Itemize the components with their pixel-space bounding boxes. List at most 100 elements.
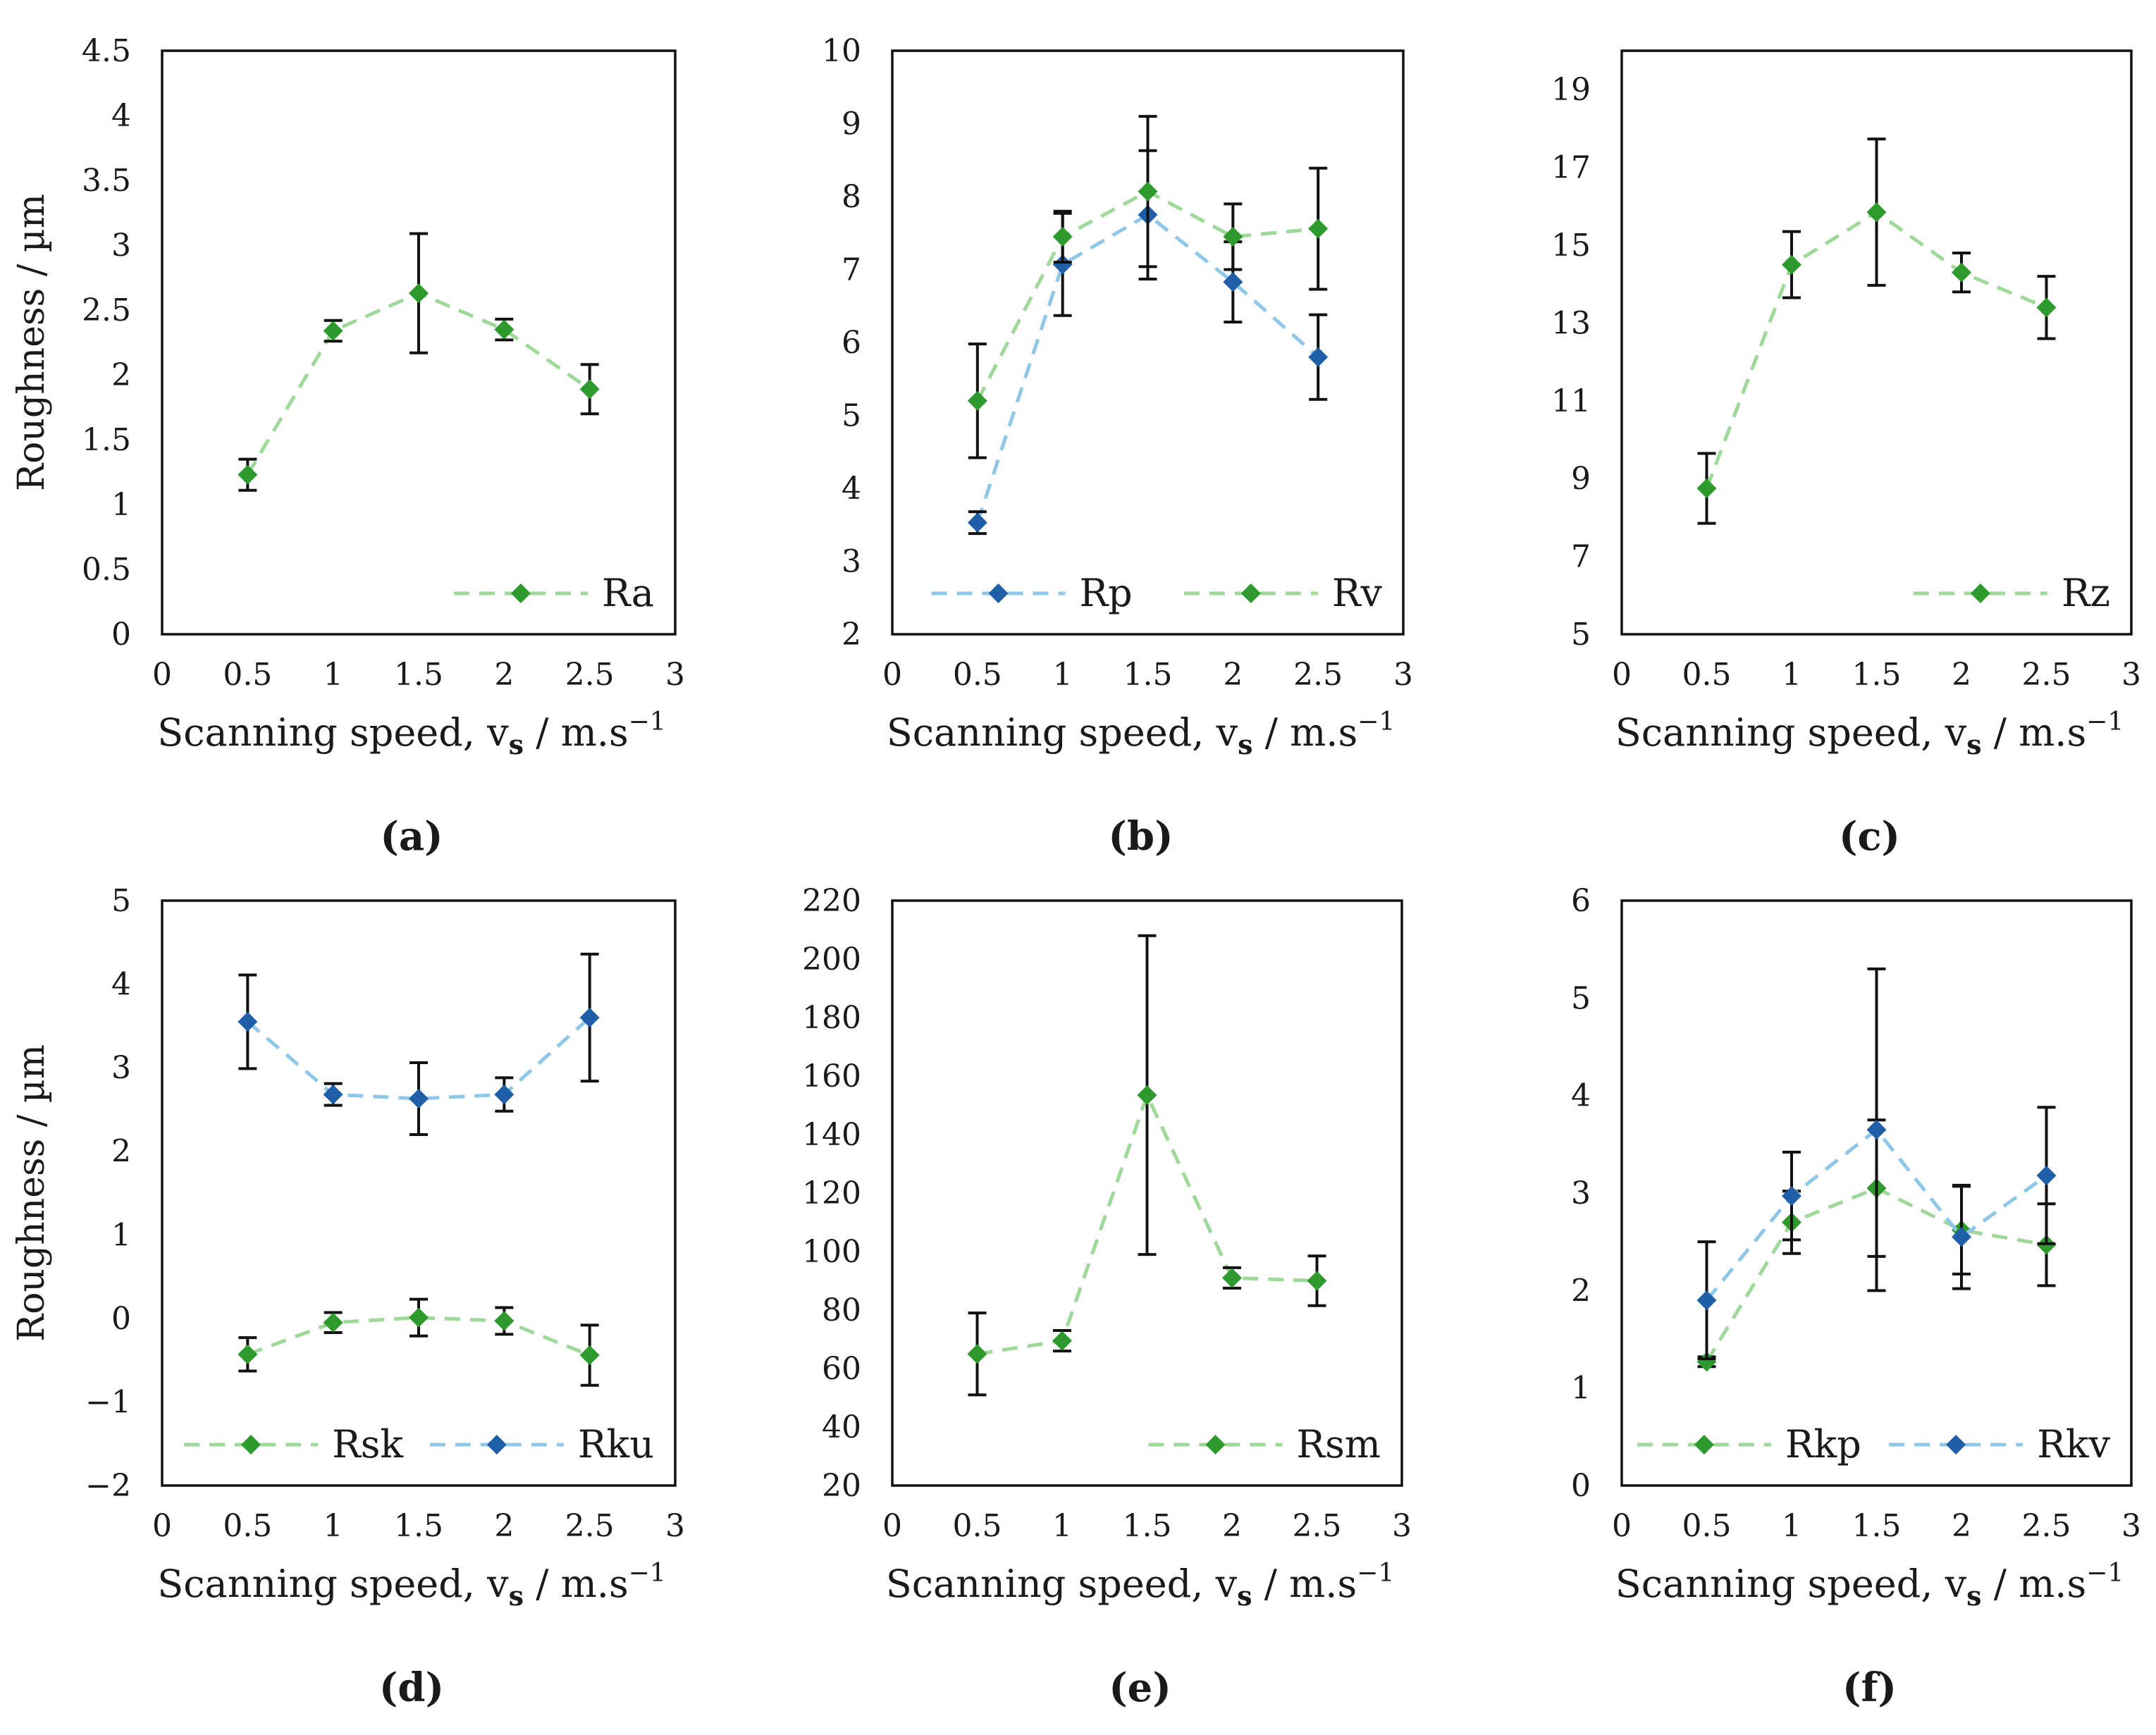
chart-panel-6: 0 1 2 3 4 5 6 0 0.5 1 1.5 2 2.5 3 Scanning speed, vs /… xyxy=(1571,883,2141,1711)
data-point xyxy=(1222,1268,1242,1288)
series-rz xyxy=(1696,137,2057,525)
legend-label: Rsm xyxy=(1296,1422,1381,1467)
x-tick-label: 0 xyxy=(1612,657,1632,693)
y-tick-label: 6 xyxy=(1571,883,1591,919)
legend-label: Rz xyxy=(2062,571,2110,615)
series-rku xyxy=(238,952,600,1136)
y-tick-label: 180 xyxy=(802,1000,861,1036)
data-point xyxy=(1052,226,1073,247)
y-tick-label: 1 xyxy=(111,1217,131,1253)
y-tick-label: 200 xyxy=(802,941,861,977)
x-tick-label: 1.5 xyxy=(1852,657,1902,693)
x-axis-label: Scanning speed, vs / m.s−1 xyxy=(157,708,665,760)
y-tick-label: 3 xyxy=(1571,1175,1591,1211)
panel-label: (f) xyxy=(1842,1665,1897,1711)
x-axis-label: Scanning speed, vs / m.s−1 xyxy=(886,1559,1394,1612)
x-tick-label: 3 xyxy=(665,1508,685,1544)
x-tick-label: 1 xyxy=(324,1508,343,1544)
plot-frame xyxy=(161,899,677,1487)
legend-label: Rp xyxy=(1080,571,1133,615)
data-point xyxy=(967,390,987,411)
x-tick-label: 3 xyxy=(2121,1508,2141,1544)
legend-marker xyxy=(1694,1435,1714,1455)
y-axis-label: Roughness / µm xyxy=(11,194,53,491)
legend-marker xyxy=(510,584,531,603)
plot-frame xyxy=(891,49,1405,636)
x-tick-label: 0.5 xyxy=(1682,657,1732,693)
x-tick-label: 0 xyxy=(882,657,902,693)
x-tick-label: 1.5 xyxy=(394,1508,443,1544)
legend-marker xyxy=(1205,1435,1226,1455)
y-tick-label: 4 xyxy=(111,98,131,134)
x-tick-label: 2.5 xyxy=(565,1508,615,1544)
x-axis-label: Scanning speed, vs / m.s−1 xyxy=(1615,1559,2124,1612)
y-tick-label: 3 xyxy=(111,228,131,264)
x-tick-label: 2 xyxy=(1952,1508,1971,1544)
x-tick-label: 2.5 xyxy=(1293,657,1343,693)
plot-frame xyxy=(1620,49,2133,636)
data-point xyxy=(1696,478,1717,498)
x-tick-label: 2.5 xyxy=(565,657,615,693)
legend-marker xyxy=(1240,584,1261,603)
y-tick-label: 5 xyxy=(1571,617,1591,653)
data-point xyxy=(494,1085,515,1105)
y-tick-label: 3 xyxy=(842,544,861,580)
data-point xyxy=(494,1311,515,1331)
plot-frame xyxy=(1620,899,2133,1487)
data-point xyxy=(579,1008,600,1027)
x-tick-label: 1.5 xyxy=(1123,1508,1172,1544)
y-tick-label: 2 xyxy=(111,1134,131,1170)
data-point xyxy=(2036,1166,2057,1186)
panel-label: (c) xyxy=(1839,813,1900,860)
panel-label: (e) xyxy=(1109,1665,1171,1711)
legend: Rz xyxy=(1913,571,2110,615)
y-tick-label: 2 xyxy=(111,357,131,393)
x-tick-label: 2 xyxy=(494,1508,514,1544)
data-point xyxy=(1866,1120,1887,1140)
series-rv xyxy=(967,115,1329,459)
data-point xyxy=(1137,1085,1157,1105)
y-tick-label: 20 xyxy=(822,1468,861,1504)
x-tick-label: 1 xyxy=(1052,1508,1072,1544)
x-tick-label: 2.5 xyxy=(1293,1508,1342,1544)
series-rsk xyxy=(238,1297,600,1387)
data-point xyxy=(1052,1330,1072,1351)
series-rsm xyxy=(967,934,1327,1397)
data-point xyxy=(1952,262,1971,283)
x-tick-label: 2 xyxy=(1222,1508,1242,1544)
data-point xyxy=(579,1345,600,1366)
x-tick-label: 1 xyxy=(1782,657,1801,693)
x-tick-label: 3 xyxy=(2121,657,2141,693)
data-point xyxy=(967,512,987,533)
data-point xyxy=(1308,218,1329,239)
data-point xyxy=(1782,1186,1801,1206)
data-point xyxy=(1052,254,1073,275)
y-tick-label: −1 xyxy=(85,1384,131,1420)
data-point xyxy=(579,379,600,400)
x-tick-label: 0 xyxy=(152,657,172,693)
y-tick-label: 0 xyxy=(111,1301,131,1337)
y-tick-label: 1.5 xyxy=(82,422,131,458)
x-tick-label: 0.5 xyxy=(223,1508,272,1544)
y-tick-label: 4 xyxy=(111,967,131,1003)
data-point xyxy=(323,1312,343,1333)
legend: Rkp Rkv xyxy=(1637,1422,2110,1467)
data-point xyxy=(238,1011,258,1032)
x-tick-label: 0 xyxy=(882,1508,902,1544)
y-tick-label: 3 xyxy=(111,1050,131,1086)
data-point xyxy=(2036,297,2057,318)
y-tick-label: 120 xyxy=(802,1175,861,1211)
panel-label: (d) xyxy=(379,1665,444,1711)
legend-marker xyxy=(988,584,1009,603)
chart-panel-1: 00.511.522.533.544.50 0.5 1 1.5 2 2.5 3Scannin… xyxy=(11,33,685,860)
x-tick-label: 0 xyxy=(1612,1508,1632,1544)
data-point xyxy=(1952,1227,1971,1247)
y-tick-label: 4 xyxy=(842,471,861,507)
plot-frame xyxy=(161,49,677,636)
data-point xyxy=(409,1089,429,1109)
data-point xyxy=(1308,347,1329,367)
x-tick-label: 2 xyxy=(494,657,514,693)
y-tick-label: 0.5 xyxy=(82,552,131,588)
y-tick-label: 40 xyxy=(822,1409,861,1445)
